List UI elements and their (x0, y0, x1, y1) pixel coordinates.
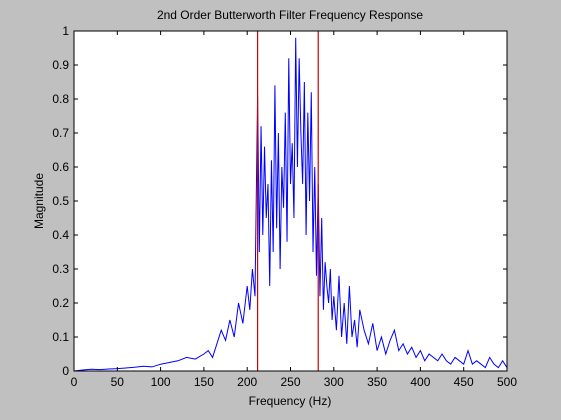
x-tick-label: 300 (324, 375, 344, 389)
plot-area (74, 31, 507, 371)
y-tick-label: 0.2 (52, 296, 69, 310)
x-tick-label: 250 (280, 375, 300, 389)
chart-title: 2nd Order Butterworth Filter Frequency R… (157, 8, 423, 22)
series-layer (73, 37, 508, 372)
y-tick-label: 0.6 (52, 160, 69, 174)
y-tick-label: 0.1 (52, 330, 69, 344)
x-axis-label: Frequency (Hz) (249, 394, 332, 408)
passband-lines (256, 31, 319, 371)
x-tick-label: 450 (454, 375, 474, 389)
x-tick-label: 150 (194, 375, 214, 389)
x-tick-label: 100 (151, 375, 171, 389)
x-tick-label: 400 (410, 375, 430, 389)
y-axis-label: Magnitude (32, 173, 46, 229)
x-axis-ticks: 0 50 100 150 200 250 300 350 400 450 500 (71, 31, 517, 389)
x-tick-label: 0 (71, 375, 78, 389)
y-tick-label: 0.5 (52, 194, 69, 208)
y-tick-label: 0.8 (52, 92, 69, 106)
x-tick-label: 200 (237, 375, 257, 389)
y-tick-label: 0.9 (52, 58, 69, 72)
x-tick-label: 350 (367, 375, 387, 389)
x-tick-label: 50 (111, 375, 125, 389)
series-line-1 (73, 37, 508, 372)
y-tick-label: 0.4 (52, 228, 69, 242)
y-tick-label: 0.7 (52, 126, 69, 140)
y-tick-label: 0 (62, 364, 69, 378)
y-axis-ticks: 0 0.1 0.2 0.3 0.4 0.5 0.6 0.7 0.8 0.9 1 (52, 24, 507, 378)
y-tick-label: 0.3 (52, 262, 69, 276)
y-tick-label: 1 (62, 24, 69, 38)
x-tick-label: 500 (497, 375, 517, 389)
